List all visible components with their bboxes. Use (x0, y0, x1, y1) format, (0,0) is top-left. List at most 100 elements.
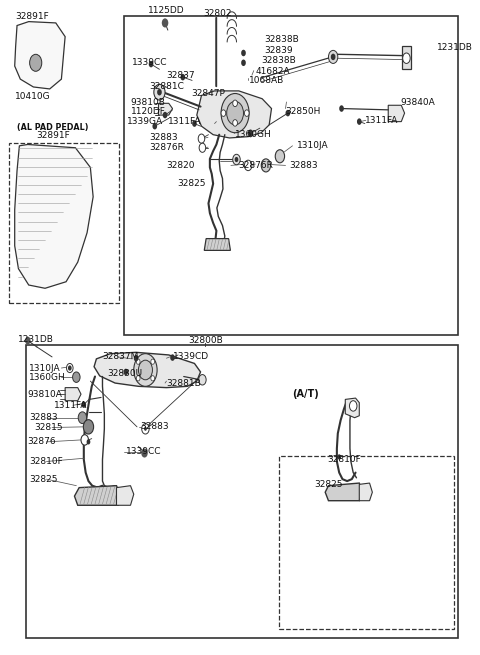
Circle shape (82, 402, 86, 408)
Circle shape (162, 18, 168, 28)
Circle shape (151, 359, 155, 364)
Circle shape (248, 130, 253, 138)
Polygon shape (345, 398, 360, 418)
Text: 32825: 32825 (177, 179, 206, 188)
Circle shape (25, 337, 31, 345)
Circle shape (244, 160, 252, 171)
Circle shape (403, 53, 410, 64)
Polygon shape (204, 238, 230, 250)
Circle shape (337, 455, 341, 460)
Text: 32825: 32825 (30, 475, 58, 483)
Bar (278, 457, 454, 629)
Circle shape (241, 60, 246, 66)
Text: 1339CC: 1339CC (126, 447, 161, 456)
Circle shape (192, 121, 197, 127)
Text: (A/T): (A/T) (292, 389, 319, 399)
Text: 32825: 32825 (314, 480, 343, 489)
Text: 1310JA: 1310JA (297, 141, 329, 150)
Circle shape (138, 360, 153, 380)
Text: 32891F: 32891F (15, 12, 49, 21)
Text: 32847P: 32847P (191, 89, 225, 98)
Circle shape (199, 375, 206, 385)
Circle shape (221, 94, 249, 133)
Circle shape (180, 74, 185, 81)
Circle shape (149, 61, 154, 67)
Text: 32810F: 32810F (30, 457, 63, 466)
Text: 32837: 32837 (167, 71, 195, 81)
Text: 1311FA: 1311FA (54, 401, 88, 410)
Text: 1339GA: 1339GA (127, 117, 163, 126)
Polygon shape (360, 483, 372, 500)
Text: 32891F: 32891F (36, 132, 70, 140)
Text: 32800B: 32800B (188, 336, 223, 345)
Polygon shape (325, 483, 362, 500)
Text: 32876R: 32876R (238, 161, 273, 170)
Polygon shape (388, 105, 405, 122)
Text: 32883: 32883 (149, 133, 178, 141)
Text: 93810B: 93810B (131, 98, 166, 107)
Text: 1339CC: 1339CC (132, 58, 168, 67)
Text: 32815: 32815 (34, 423, 63, 432)
Circle shape (134, 354, 157, 386)
Circle shape (286, 110, 290, 117)
Text: 1311FA: 1311FA (168, 117, 201, 126)
Polygon shape (15, 145, 93, 288)
Text: 32850H: 32850H (286, 107, 321, 116)
Circle shape (331, 54, 336, 60)
Polygon shape (74, 485, 121, 505)
Text: 1120DF: 1120DF (131, 107, 166, 117)
Text: 32837M: 32837M (103, 352, 139, 362)
Text: 1068AB: 1068AB (249, 76, 284, 85)
Text: 1125DD: 1125DD (148, 6, 185, 15)
Text: 32839: 32839 (264, 46, 293, 55)
Circle shape (84, 421, 93, 434)
Polygon shape (158, 103, 172, 115)
Text: 1360GH: 1360GH (29, 373, 65, 383)
Circle shape (136, 376, 140, 381)
Text: 32883: 32883 (30, 413, 58, 422)
Text: 32802: 32802 (204, 9, 232, 18)
Circle shape (261, 159, 271, 172)
Text: 1231DB: 1231DB (18, 335, 54, 344)
Circle shape (86, 440, 90, 445)
Text: 93810A: 93810A (28, 390, 63, 399)
Text: (AL PAD PEDAL): (AL PAD PEDAL) (17, 123, 89, 132)
Circle shape (134, 355, 138, 362)
Circle shape (339, 105, 344, 112)
Polygon shape (94, 352, 201, 388)
Circle shape (72, 372, 80, 383)
Circle shape (233, 155, 240, 165)
Circle shape (328, 50, 338, 64)
Text: 32876: 32876 (28, 438, 57, 446)
Circle shape (144, 427, 147, 431)
Circle shape (67, 364, 73, 373)
Circle shape (30, 54, 42, 71)
Circle shape (153, 123, 157, 130)
Text: 32876R: 32876R (149, 143, 184, 151)
Text: 32820: 32820 (167, 161, 195, 170)
Text: 32838B: 32838B (261, 56, 296, 66)
Text: 32881C: 32881C (149, 82, 184, 91)
Circle shape (163, 112, 168, 119)
Circle shape (79, 413, 85, 422)
Text: 32830U: 32830U (107, 369, 142, 378)
Text: 1360GH: 1360GH (235, 130, 272, 138)
Text: 1311FA: 1311FA (365, 116, 398, 125)
Circle shape (73, 373, 80, 382)
Circle shape (170, 354, 175, 361)
Circle shape (262, 160, 270, 171)
Text: 10410G: 10410G (14, 92, 50, 101)
Circle shape (141, 449, 148, 458)
Circle shape (233, 100, 238, 107)
Bar (124, 16, 458, 335)
Text: 1231DB: 1231DB (437, 43, 473, 52)
Circle shape (244, 110, 249, 117)
Circle shape (84, 420, 94, 434)
Polygon shape (65, 388, 81, 401)
Text: 1310JA: 1310JA (29, 364, 60, 373)
Text: 32881B: 32881B (167, 379, 201, 388)
Text: 32810F: 32810F (327, 455, 361, 464)
Circle shape (235, 157, 239, 162)
Circle shape (276, 151, 284, 162)
Circle shape (123, 369, 128, 375)
